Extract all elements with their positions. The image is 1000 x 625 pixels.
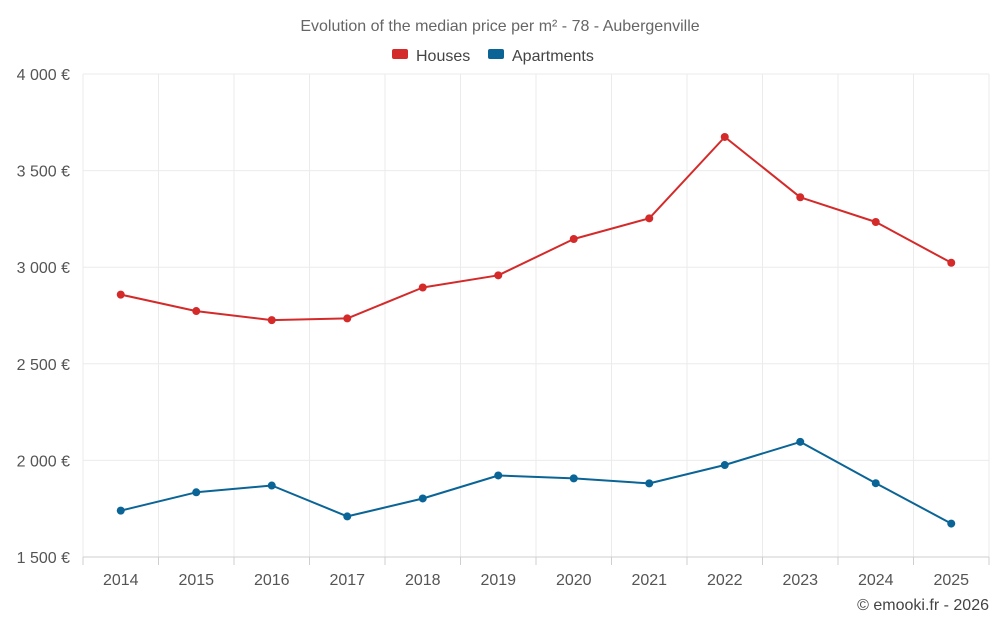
data-point-houses-2024[interactable] bbox=[871, 217, 880, 226]
data-point-houses-2020[interactable] bbox=[569, 234, 578, 243]
legend-swatch-houses bbox=[392, 49, 408, 59]
data-point-apartments-2021[interactable] bbox=[645, 479, 654, 488]
chart-title: Evolution of the median price per m² - 7… bbox=[300, 18, 699, 35]
series bbox=[116, 132, 956, 528]
legend-item-apartments[interactable]: Apartments bbox=[488, 48, 594, 65]
data-point-apartments-2017[interactable] bbox=[343, 512, 352, 521]
data-point-houses-2014[interactable] bbox=[116, 290, 125, 299]
axes: 1 500 € 2 000 € 2 500 € 3 000 € 3 500 € 4 000… bbox=[17, 67, 990, 589]
x-tick-label: 2015 bbox=[178, 572, 214, 589]
data-point-apartments-2019[interactable] bbox=[494, 471, 503, 480]
series-line-houses bbox=[120, 136, 952, 322]
y-tick-label: 3 000 € bbox=[17, 260, 70, 277]
x-tick-label: 2024 bbox=[858, 572, 894, 589]
data-point-houses-2016[interactable] bbox=[267, 316, 276, 325]
data-point-houses-2021[interactable] bbox=[645, 214, 654, 223]
x-tick-label: 2023 bbox=[782, 572, 818, 589]
legend: Houses Apartments bbox=[392, 48, 594, 65]
credit-text: © emooki.fr - 2026 bbox=[857, 597, 989, 614]
x-tick-label: 2025 bbox=[933, 572, 969, 589]
x-tick-label: 2020 bbox=[556, 572, 592, 589]
data-point-apartments-2022[interactable] bbox=[720, 461, 729, 470]
legend-item-houses[interactable]: Houses bbox=[392, 48, 470, 65]
data-point-houses-2022[interactable] bbox=[720, 132, 729, 141]
data-point-houses-2025[interactable] bbox=[947, 258, 956, 267]
y-tick-label: 4 000 € bbox=[17, 67, 70, 84]
data-point-houses-2023[interactable] bbox=[796, 193, 805, 202]
data-point-apartments-2023[interactable] bbox=[796, 437, 805, 446]
legend-swatch-apartments bbox=[488, 49, 504, 59]
legend-label-houses[interactable]: Houses bbox=[416, 48, 470, 65]
data-point-houses-2018[interactable] bbox=[418, 283, 427, 292]
data-point-apartments-2016[interactable] bbox=[267, 481, 276, 490]
data-point-apartments-2015[interactable] bbox=[192, 488, 201, 497]
data-point-apartments-2020[interactable] bbox=[569, 474, 578, 483]
x-tick-label: 2021 bbox=[631, 572, 667, 589]
y-tick-label: 2 500 € bbox=[17, 357, 70, 374]
x-tick-label: 2019 bbox=[480, 572, 516, 589]
data-point-apartments-2025[interactable] bbox=[947, 519, 956, 528]
x-tick-label: 2014 bbox=[103, 572, 139, 589]
data-point-apartments-2024[interactable] bbox=[871, 479, 880, 488]
x-tick-label: 2016 bbox=[254, 572, 290, 589]
grid bbox=[82, 73, 990, 557]
y-tick-label: 1 500 € bbox=[17, 550, 70, 567]
data-point-apartments-2014[interactable] bbox=[116, 506, 125, 515]
data-point-houses-2019[interactable] bbox=[494, 271, 503, 280]
y-tick-label: 2 000 € bbox=[17, 453, 70, 470]
data-point-apartments-2018[interactable] bbox=[418, 494, 427, 503]
data-point-houses-2015[interactable] bbox=[192, 307, 201, 316]
legend-label-apartments[interactable]: Apartments bbox=[512, 48, 594, 65]
x-tick-label: 2018 bbox=[405, 572, 441, 589]
y-tick-label: 3 500 € bbox=[17, 164, 70, 181]
x-tick-label: 2017 bbox=[329, 572, 365, 589]
x-tick-label: 2022 bbox=[707, 572, 743, 589]
data-point-houses-2017[interactable] bbox=[343, 314, 352, 323]
series-line-apartments bbox=[120, 440, 952, 525]
